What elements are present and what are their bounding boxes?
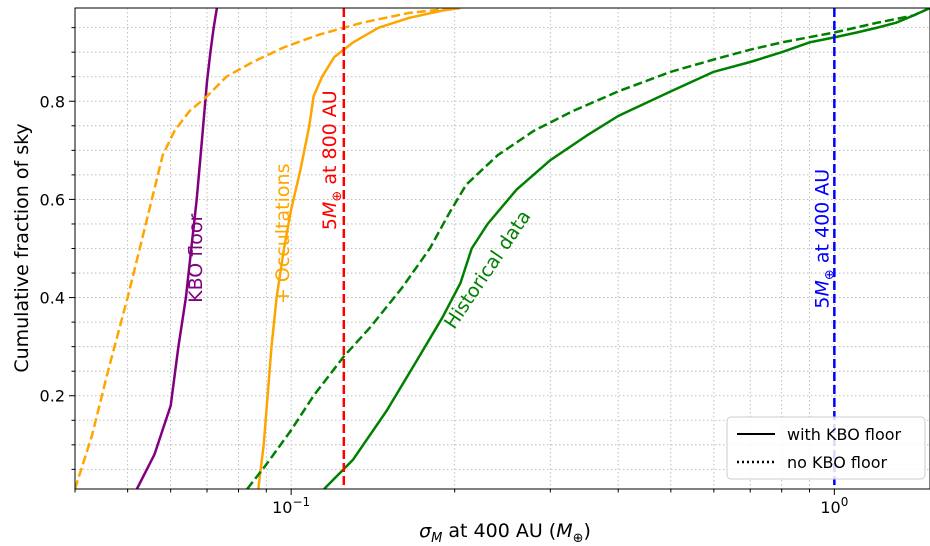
annotation-0: KBO floor [185,214,207,303]
annotation-3: 5M⊕ at 400 AU [811,169,837,309]
annotation-2: 5M⊕ at 800 AU [319,90,345,230]
annotations: KBO floor + Occultations 5M⊕ at 800 AU 5M⊕ … [185,90,838,333]
series-layer [75,8,930,489]
legend: with KBO floor no KBO floor [726,416,926,480]
legend-label-no-kbo-floor: no KBO floor [787,453,888,472]
legend-label-with-kbo-floor: with KBO floor [787,425,902,444]
series-line-0 [135,8,219,489]
annotation-1: + Occultations [272,164,294,305]
ticks: 0.2 0.4 0.6 0.8 10−1 100 [40,27,848,517]
x-tick-label: 100 [820,495,848,517]
x-axis-title: σM at 400 AU (M⊕) [419,520,591,546]
x-tick-label: 10−1 [272,495,310,517]
legend-box [726,416,926,480]
reference-lines [342,8,836,489]
series-line-3 [323,8,930,489]
y-tick-label: 0.8 [40,92,65,111]
y-tick-label: 0.4 [40,289,65,308]
y-axis-title: Cumulative fraction of sky [11,123,33,372]
y-tick-label: 0.6 [40,190,65,209]
series-line-2 [75,8,455,489]
y-tick-label: 0.2 [40,387,65,406]
series-line-1 [257,8,461,489]
